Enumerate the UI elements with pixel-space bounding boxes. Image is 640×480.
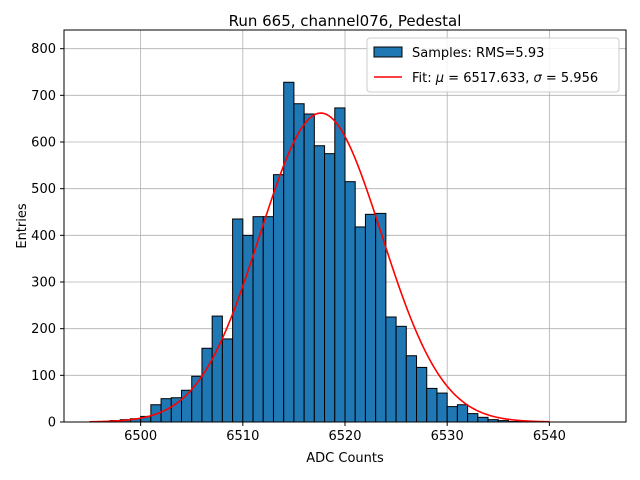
histogram-bar [283,81,295,423]
x-axis-label: ADC Counts [306,451,384,466]
histogram-bar [313,145,326,423]
histogram-bar [446,406,458,423]
histogram-bars [99,81,530,423]
histogram-bar [467,413,479,423]
histogram-bar [354,226,366,423]
y-tick-label: 500 [31,182,56,197]
histogram-bar [364,213,377,423]
histogram-bar [456,404,469,423]
y-tick-label: 600 [31,136,56,151]
histogram-bar [221,338,234,423]
histogram-bar [252,216,264,423]
histogram-bar [242,234,254,423]
y-tick-label: 800 [31,42,56,57]
gaussian-fit-curve [89,112,550,423]
y-tick-label: 400 [31,229,56,244]
y-tick-label: 700 [31,89,56,104]
histogram-bar [405,355,418,423]
legend: Samples: RMS=5.93 Fit: μ = 6517.633, σ =… [366,37,620,93]
histogram-bar [211,315,223,423]
y-axis-label: Entries [15,203,30,249]
histogram-bar [416,366,428,423]
x-tick-label: 6540 [533,429,566,444]
histogram-bar [303,113,315,423]
x-tick-label: 6530 [431,429,464,444]
y-tick-label: 0 [48,416,56,431]
histogram-bar [293,103,305,423]
x-axis-ticks: 6500 6510 6520 6530 6540 [124,422,566,444]
histogram-bar [344,181,356,423]
legend-fit-label: Fit: μ = 6517.633, σ = 5.956 [412,71,598,86]
x-tick-label: 6520 [328,429,361,444]
legend-frame [366,37,620,93]
histogram-bar [324,153,336,423]
histogram-bar [395,325,407,423]
histogram-bar [436,392,448,423]
histogram-bar [272,174,285,423]
x-tick-label: 6500 [124,429,157,444]
histogram-bar [385,316,397,423]
y-tick-label: 200 [31,322,56,337]
histogram-bar [334,107,346,423]
histogram-bar [201,347,213,423]
y-axis-ticks: 0 100 200 300 400 500 600 700 800 [31,42,64,431]
y-tick-label: 100 [31,369,56,384]
chart-title: Run 665, channel076, Pedestal [229,12,462,30]
legend-samples-label: Samples: RMS=5.93 [412,46,544,61]
y-tick-label: 300 [31,276,56,291]
histogram-bar [232,218,244,423]
histogram-bar [426,387,438,423]
legend-samples-swatch [373,46,403,58]
histogram-bar [262,216,274,423]
x-tick-label: 6510 [226,429,259,444]
histogram-bar [477,416,489,423]
